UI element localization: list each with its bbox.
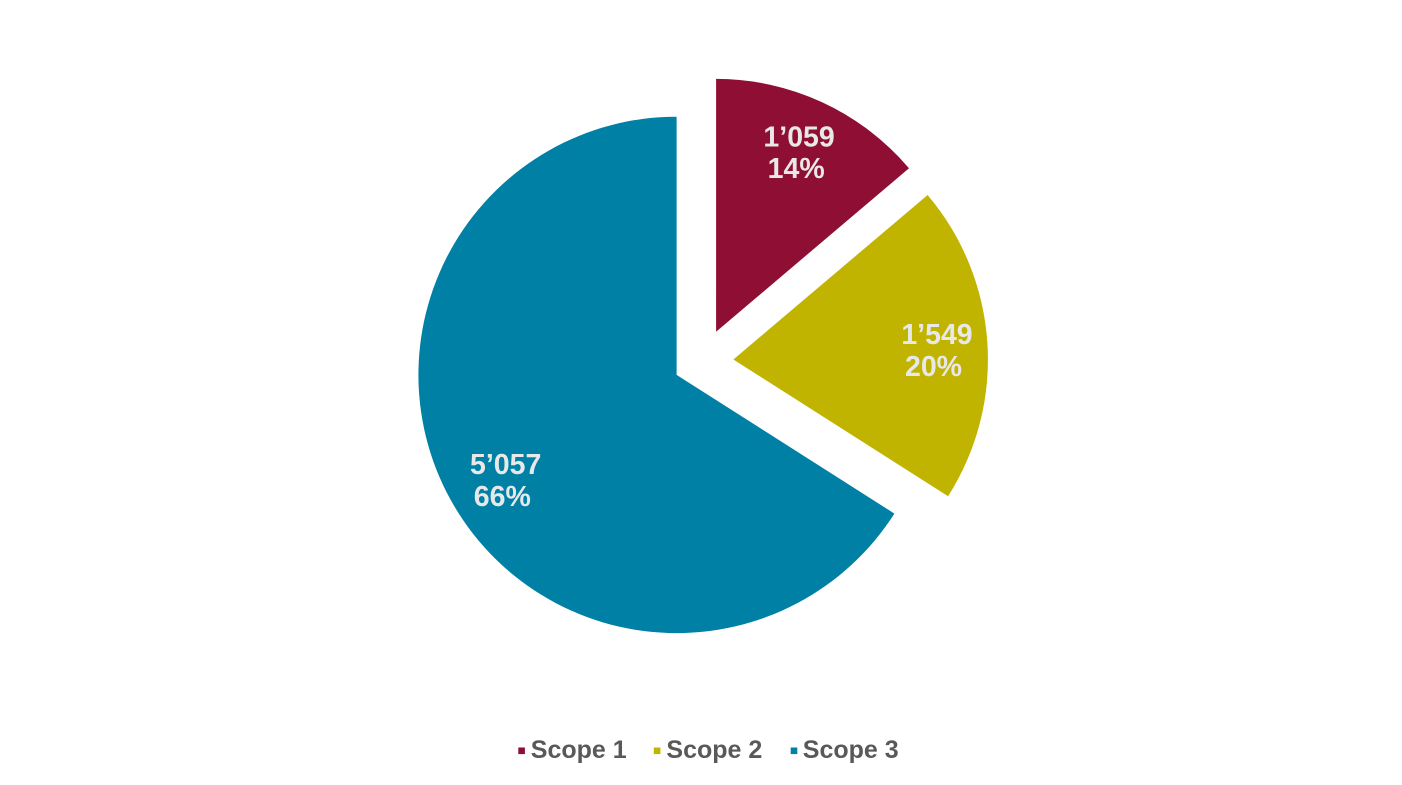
svg-text:66%: 66% bbox=[474, 481, 531, 513]
svg-text:5’057: 5’057 bbox=[470, 449, 541, 481]
svg-text:Scope 3: Scope 3 bbox=[803, 736, 899, 764]
svg-text:1’059: 1’059 bbox=[763, 122, 834, 154]
svg-text:Scope 1: Scope 1 bbox=[531, 736, 627, 764]
svg-text:20%: 20% bbox=[905, 351, 962, 383]
svg-text:1’549: 1’549 bbox=[901, 319, 972, 351]
svg-text:14%: 14% bbox=[768, 153, 825, 185]
svg-text:Scope 2: Scope 2 bbox=[666, 736, 762, 764]
